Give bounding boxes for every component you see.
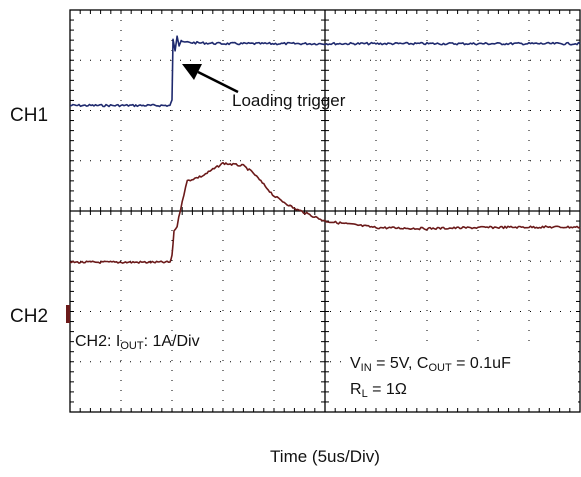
ch1-label: CH1 (10, 105, 48, 126)
scope-traces (69, 35, 581, 264)
vin-cout-note: VIN = 5V, COUT = 0.1uF (350, 355, 511, 374)
test-conditions-bg (346, 348, 578, 403)
trigger-arrow-line (197, 70, 239, 94)
rl-note: RL = 1Ω (350, 381, 407, 400)
trace-ch2 (69, 161, 581, 264)
trigger-arrowhead (182, 64, 202, 80)
scope-grid (69, 9, 581, 413)
loading-trigger-label: Loading trigger (232, 91, 346, 110)
x-axis-label: Time (5us/Div) (270, 447, 380, 466)
ch2-scale-note: CH2: IOUT: 1A/Div (75, 333, 200, 352)
ch2-ground-marker (66, 305, 70, 323)
loading-trigger-annotation: Loading trigger (182, 64, 346, 110)
test-conditions: VIN = 5V, COUT = 0.1uF RL = 1Ω (346, 348, 578, 403)
ch2-label: CH2 (10, 306, 48, 327)
trace-ch1 (69, 35, 581, 108)
